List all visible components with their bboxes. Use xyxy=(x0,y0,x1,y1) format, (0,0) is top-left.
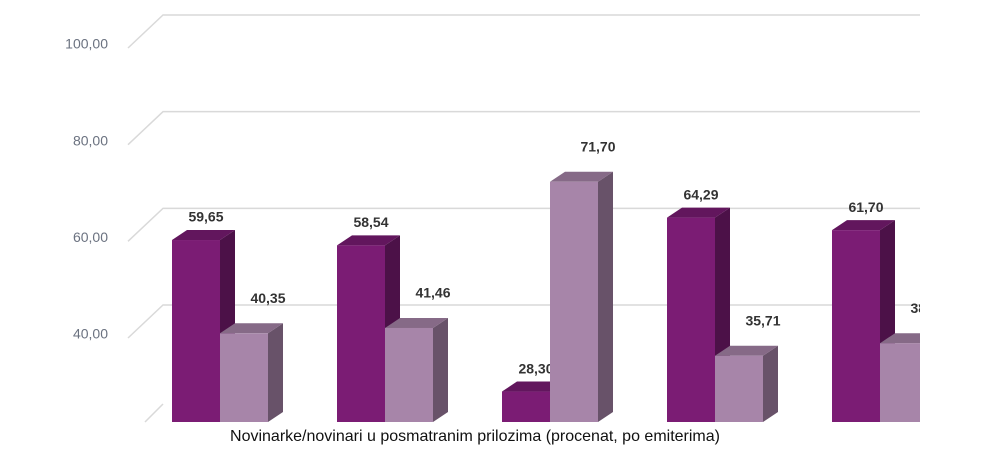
plot-area: 59,65 40,35 58,54 41,46 28,30 71,70 64,29 35,71… xyxy=(127,14,945,423)
bar xyxy=(220,323,283,422)
bar-front xyxy=(832,230,880,422)
value-label: 59,65 xyxy=(188,209,223,225)
bar-front xyxy=(220,333,268,422)
value-label: 38,30 xyxy=(910,300,945,316)
bar-top xyxy=(172,230,235,241)
grid-line xyxy=(127,110,920,146)
chart-title: Novinarke/novinari u posmatranim prilozi… xyxy=(230,428,720,445)
bar-top xyxy=(667,207,730,218)
bar-side xyxy=(598,171,613,422)
value-label: 40,35 xyxy=(250,290,285,306)
bar-front xyxy=(337,245,385,422)
floor-line xyxy=(144,403,164,423)
grid-line xyxy=(127,207,920,242)
bar-front xyxy=(667,217,715,422)
bar xyxy=(550,171,613,422)
bar-front xyxy=(502,391,550,422)
grid-line xyxy=(127,14,920,49)
y-tick-label: 80,00 xyxy=(73,132,108,148)
bar-front xyxy=(385,327,433,422)
bar-front xyxy=(172,240,220,422)
bar-side xyxy=(268,323,283,422)
value-label: 28,30 xyxy=(518,360,553,376)
bar xyxy=(832,220,895,422)
y-tick-label: 60,00 xyxy=(73,229,108,245)
value-label: 58,54 xyxy=(353,214,388,230)
bar-top xyxy=(550,171,613,182)
value-label: 71,70 xyxy=(580,138,615,154)
bar-top xyxy=(385,317,448,328)
bar-top xyxy=(832,220,895,231)
y-tick-label: 100,00 xyxy=(65,36,108,52)
bar-front xyxy=(715,355,763,422)
value-label: 35,71 xyxy=(745,312,780,328)
bar-side xyxy=(928,333,943,422)
bar xyxy=(385,317,448,422)
bar-front xyxy=(550,181,598,422)
bar-top xyxy=(337,235,400,246)
bar-front xyxy=(880,343,920,422)
value-label: 64,29 xyxy=(683,186,718,202)
bar-top xyxy=(220,323,283,334)
bar xyxy=(715,345,778,422)
value-label: 41,46 xyxy=(415,285,450,301)
bar-side xyxy=(433,317,448,422)
y-tick-label: 40,00 xyxy=(73,326,108,342)
bar-top xyxy=(880,333,920,344)
bar-top xyxy=(502,381,565,392)
bar-side xyxy=(763,345,778,422)
bar-top xyxy=(715,345,778,356)
value-label: 61,70 xyxy=(848,199,883,215)
bar xyxy=(880,333,943,422)
